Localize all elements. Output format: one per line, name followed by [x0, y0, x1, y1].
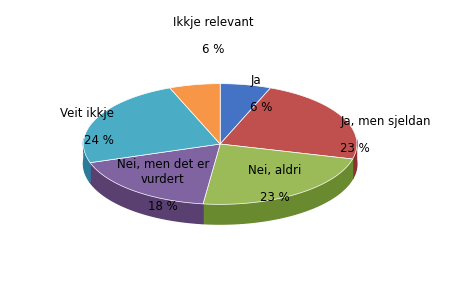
- Text: Nei, aldri: Nei, aldri: [248, 164, 301, 177]
- Polygon shape: [202, 144, 352, 204]
- Polygon shape: [83, 139, 90, 182]
- Polygon shape: [220, 88, 356, 159]
- Text: 24 %: 24 %: [83, 134, 113, 147]
- Polygon shape: [352, 140, 356, 179]
- Polygon shape: [202, 159, 352, 224]
- Polygon shape: [220, 84, 270, 144]
- Polygon shape: [90, 163, 202, 224]
- Text: Ikkje relevant: Ikkje relevant: [173, 16, 253, 29]
- Text: 6 %: 6 %: [250, 101, 272, 114]
- Text: Veit ikkje: Veit ikkje: [60, 107, 113, 120]
- Text: Ja, men sjeldan: Ja, men sjeldan: [340, 115, 430, 128]
- Text: 6 %: 6 %: [202, 43, 224, 56]
- Text: Nei, men det er
vurdert: Nei, men det er vurdert: [116, 158, 208, 186]
- Text: 23 %: 23 %: [259, 191, 289, 204]
- Text: 18 %: 18 %: [147, 200, 177, 213]
- Text: Ja: Ja: [250, 74, 260, 87]
- Polygon shape: [83, 88, 220, 163]
- Text: 23 %: 23 %: [340, 142, 369, 155]
- Polygon shape: [90, 144, 220, 204]
- Polygon shape: [170, 84, 220, 144]
